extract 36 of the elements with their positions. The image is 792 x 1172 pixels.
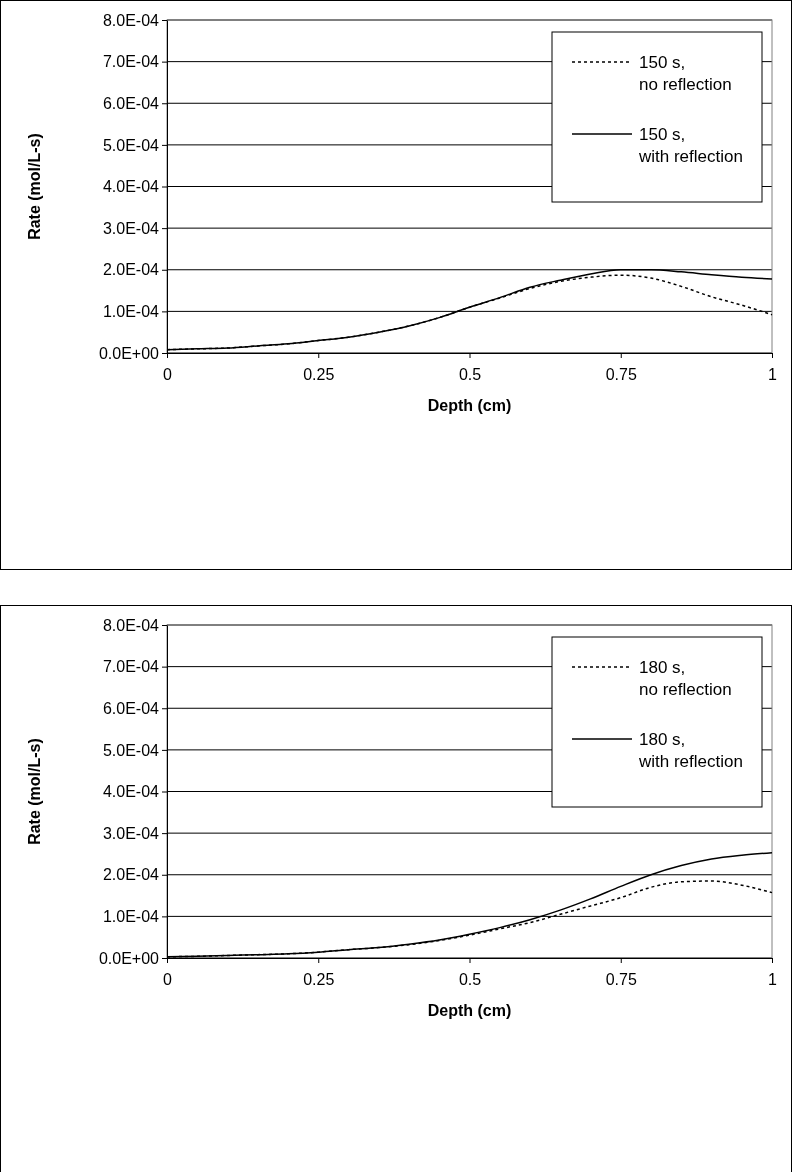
y-tick-label: 0.0E+00	[98, 344, 160, 362]
y-tick-label: 5.0E-04	[102, 741, 160, 759]
legend-label: 150 s, with reflection	[638, 125, 743, 167]
x-tick-label: 0.75	[605, 366, 637, 384]
x-tick-label: 0.25	[303, 971, 335, 989]
y-tick-label: 2.0E-04	[102, 261, 160, 279]
y-tick-label: 8.0E-04	[102, 11, 160, 29]
y-axis-title: Rate (mol/L-s)	[26, 133, 43, 240]
y-tick-label: 1.0E-04	[102, 302, 160, 320]
y-tick-label: 3.0E-04	[102, 219, 160, 237]
y-tick-label: 2.0E-04	[102, 866, 160, 884]
y-tick-label: 4.0E-04	[102, 178, 160, 196]
y-tick-label: 1.0E-04	[102, 907, 160, 925]
y-tick-label: 5.0E-04	[102, 136, 160, 154]
y-tick-label: 8.0E-04	[102, 616, 160, 634]
legend-label: 180 s, with reflection	[638, 730, 743, 772]
y-tick-label: 6.0E-04	[102, 94, 160, 112]
x-tick-label: 0.75	[605, 971, 637, 989]
x-tick-label: 0	[163, 366, 173, 384]
x-tick-label: 0	[163, 971, 173, 989]
x-tick-label: 0.5	[458, 971, 482, 989]
x-tick-label: 1	[768, 366, 778, 384]
y-tick-label: 7.0E-04	[102, 53, 160, 71]
x-axis-title: Depth (cm)	[427, 1002, 512, 1019]
x-tick-label: 0.25	[303, 366, 335, 384]
legend-label: 180 s, no reflection	[639, 658, 732, 700]
x-tick-label: 1	[768, 971, 778, 989]
y-axis-title: Rate (mol/L-s)	[26, 738, 43, 845]
y-tick-label: 4.0E-04	[102, 783, 160, 801]
x-tick-label: 0.5	[458, 366, 482, 384]
legend-label: 150 s, no reflection	[639, 53, 732, 95]
y-tick-label: 0.0E+00	[98, 949, 160, 967]
y-tick-label: 6.0E-04	[102, 699, 160, 717]
x-axis-title: Depth (cm)	[427, 397, 512, 414]
y-tick-label: 7.0E-04	[102, 658, 160, 676]
y-tick-label: 3.0E-04	[102, 824, 160, 842]
